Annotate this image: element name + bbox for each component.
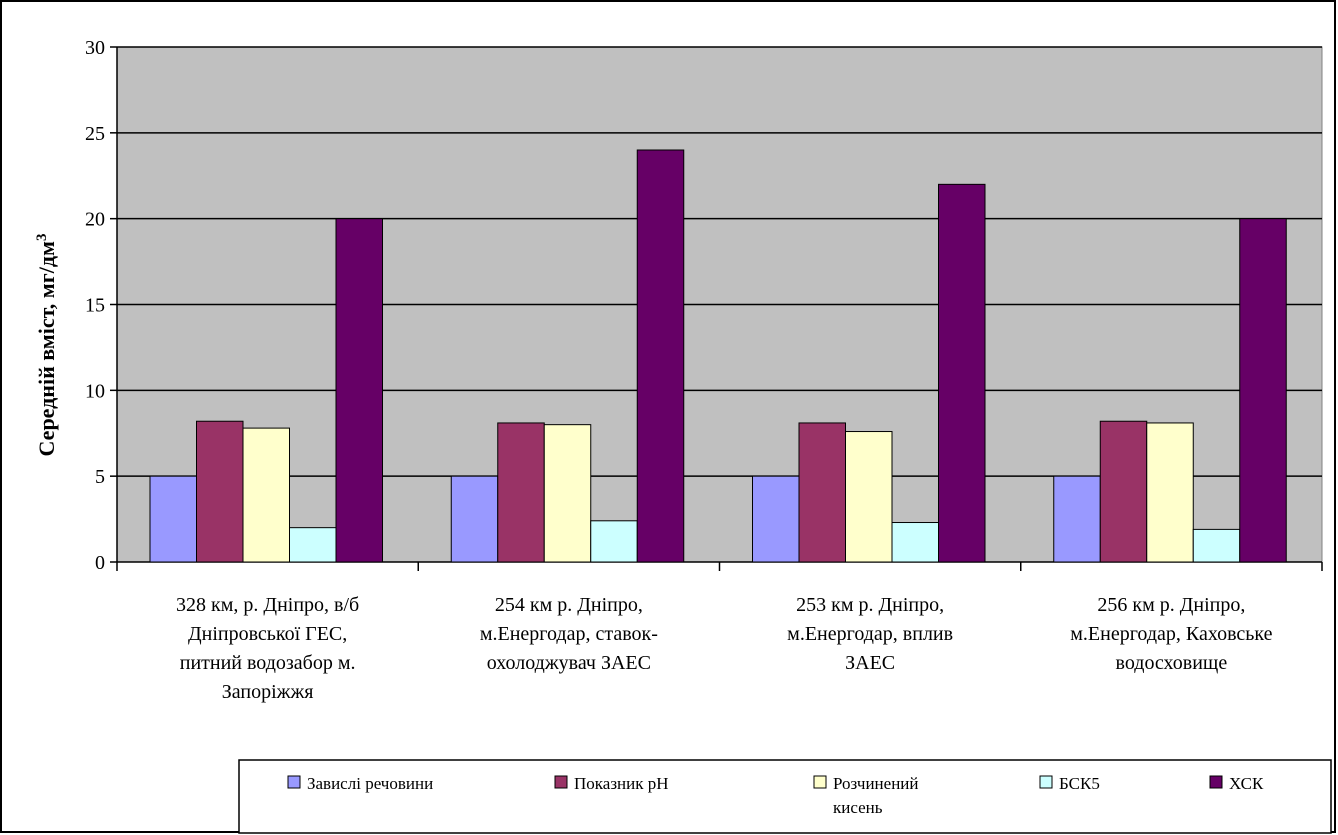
y-tick-label: 15 bbox=[85, 295, 105, 317]
category-label-line: 256 км р. Дніпро, bbox=[1097, 594, 1245, 616]
bar bbox=[938, 183, 986, 563]
category-label: 253 км р. Дніпро, м.Енергодар, вплив ЗАЕС bbox=[787, 594, 953, 674]
legend-swatch bbox=[1209, 775, 1223, 789]
legend-label: Завислі речовини bbox=[307, 774, 433, 793]
bar bbox=[1053, 475, 1101, 563]
bar bbox=[752, 475, 800, 563]
category-label-line: водосховище bbox=[1116, 652, 1228, 674]
bar bbox=[636, 149, 685, 563]
y-tick-label: 25 bbox=[85, 123, 105, 145]
bar bbox=[845, 431, 893, 563]
legend-swatch bbox=[287, 775, 301, 789]
legend-label-line: Показник рН bbox=[574, 774, 669, 793]
bar bbox=[450, 475, 499, 563]
y-axis-label: Середній вміст, мг/дм3 bbox=[34, 234, 59, 457]
bar bbox=[590, 520, 638, 563]
category-label-line: м.Енергодар, вплив bbox=[787, 623, 953, 645]
bar bbox=[1239, 218, 1287, 563]
category-label: 254 км р. Дніпро, м.Енергодар, ставок-охо… bbox=[480, 594, 658, 674]
legend-label-line: кисень bbox=[833, 798, 883, 817]
y-tick-label: 0 bbox=[95, 552, 105, 574]
category-label-line: Запоріжжя bbox=[222, 681, 314, 703]
legend-swatch bbox=[1039, 775, 1053, 789]
category-label-line: м.Енергодар, ставок- bbox=[480, 623, 658, 645]
legend-swatch bbox=[554, 775, 568, 789]
bar bbox=[1099, 420, 1148, 563]
y-tick-label: 10 bbox=[85, 380, 105, 402]
y-axis-label-text: Середній вміст, мг/дм bbox=[34, 241, 59, 456]
y-tick-label: 20 bbox=[85, 209, 105, 231]
legend-label: Показник рН bbox=[574, 774, 669, 793]
bar bbox=[289, 527, 337, 563]
bar bbox=[335, 218, 383, 563]
legend-swatch bbox=[813, 775, 827, 789]
legend-label: БСК5 bbox=[1059, 774, 1100, 793]
bar bbox=[798, 422, 846, 563]
bar bbox=[543, 424, 592, 563]
legend-label-line: Завислі речовини bbox=[307, 774, 433, 793]
category-label-line: 254 км р. Дніпро, bbox=[495, 594, 643, 616]
bar bbox=[1192, 528, 1241, 563]
bar bbox=[196, 420, 244, 563]
category-label: 256 км р. Дніпро, м.Енергодар, Каховське в… bbox=[1070, 594, 1272, 674]
category-label-line: 253 км р. Дніпро, bbox=[796, 594, 944, 616]
bar bbox=[242, 427, 290, 563]
category-label-line: м.Енергодар, Каховське bbox=[1070, 623, 1272, 645]
legend-label-line: ХСК bbox=[1229, 774, 1264, 793]
category-label-line: ЗАЕС bbox=[845, 652, 895, 674]
legend-label: Розчинений кисень bbox=[833, 774, 919, 817]
y-tick-label: 5 bbox=[95, 466, 105, 488]
y-axis-label-superscript: 3 bbox=[34, 234, 50, 242]
bar bbox=[891, 522, 939, 563]
legend-label-line: БСК5 bbox=[1059, 774, 1100, 793]
bar bbox=[497, 422, 545, 563]
bar bbox=[149, 475, 197, 563]
category-label-line: питний водозабор м. bbox=[180, 652, 356, 674]
legend-box bbox=[238, 759, 1332, 834]
category-label-line: охолоджувач ЗАЕС bbox=[487, 652, 651, 674]
category-label-line: 328 км, р. Дніпро, в/б bbox=[176, 594, 359, 616]
category-label: 328 км, р. Дніпро, в/б Дніпровської ГЕС, п… bbox=[176, 594, 359, 703]
category-label-line: Дніпровської ГЕС, bbox=[188, 623, 347, 645]
legend-label-line: Розчинений bbox=[833, 774, 919, 793]
bar bbox=[1146, 422, 1194, 563]
legend-label: ХСК bbox=[1229, 774, 1264, 793]
y-tick-label: 30 bbox=[85, 37, 105, 59]
